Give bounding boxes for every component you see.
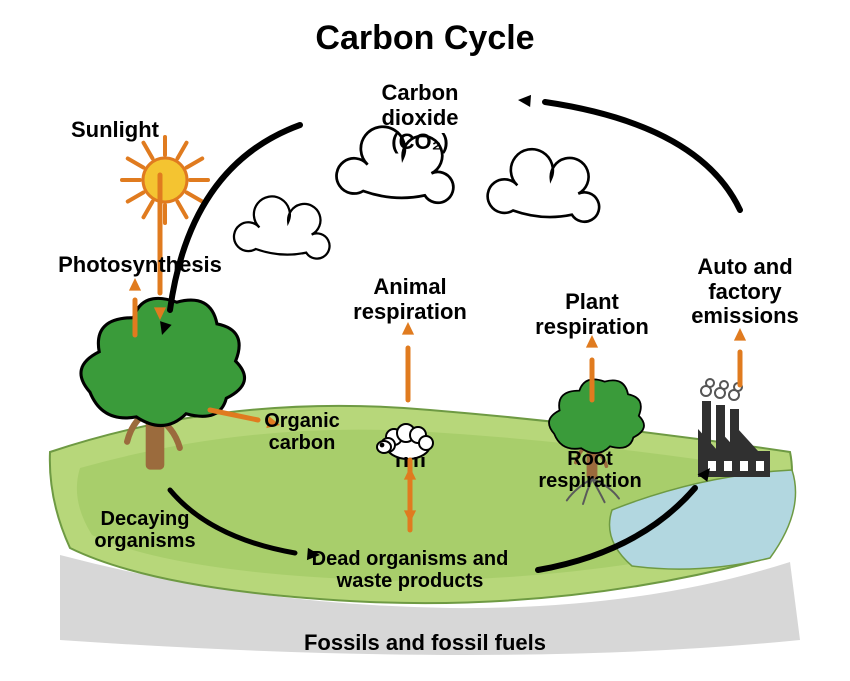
sun-icon bbox=[122, 137, 208, 223]
cloud-icon bbox=[234, 196, 330, 258]
label-deadOrganisms: Dead organisms and waste products bbox=[312, 548, 509, 593]
label-rootResp: Root respiration bbox=[538, 448, 641, 493]
label-co2: Carbon dioxide (CO₂) bbox=[381, 81, 458, 155]
label-animalResp: Animal respiration bbox=[353, 275, 467, 324]
label-decaying: Decaying organisms bbox=[94, 508, 195, 553]
label-sunlight: Sunlight bbox=[71, 118, 159, 143]
label-plantResp: Plant respiration bbox=[535, 290, 649, 339]
diagram-title: Carbon Cycle bbox=[315, 19, 534, 57]
label-organicCarbon: Organic carbon bbox=[264, 410, 340, 455]
arrowhead-emissionsUp bbox=[734, 328, 746, 341]
arrowhead-emissionsToCo2 bbox=[518, 95, 531, 107]
factory-icon bbox=[698, 379, 770, 477]
arrowhead-photoUp bbox=[129, 278, 141, 291]
label-emissions: Auto and factory emissions bbox=[691, 255, 799, 329]
cloud-icon bbox=[488, 149, 599, 222]
label-fossils: Fossils and fossil fuels bbox=[304, 631, 546, 656]
label-photosynthesis: Photosynthesis bbox=[58, 253, 222, 278]
